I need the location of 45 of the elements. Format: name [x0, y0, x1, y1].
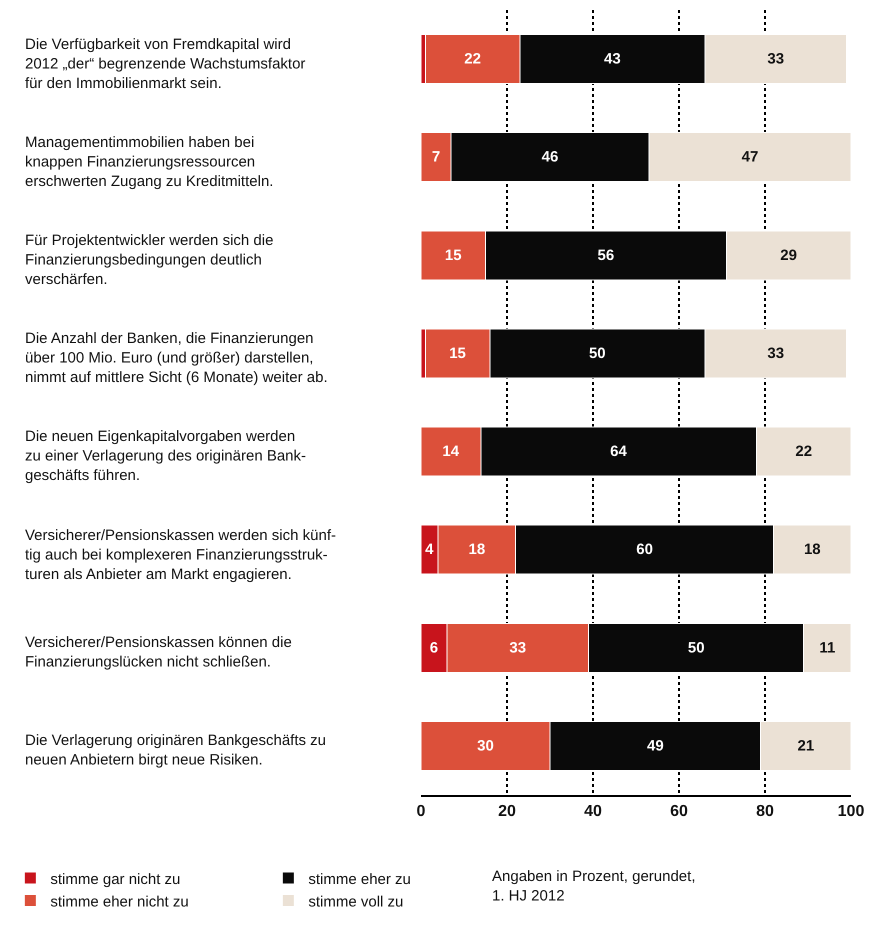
data-label: 60 — [636, 541, 653, 558]
text: Angaben in Prozent, gerundet, 1. HJ 2012 — [492, 868, 696, 904]
x-tick-label: 0 — [416, 803, 426, 820]
data-label: 50 — [588, 344, 606, 362]
data-label: 33 — [767, 344, 784, 362]
y-tick-label: Die Verfügbarkeit von Fremdkapital wird 2012 „der“ begrenzende Wachstumsfaktor für den Immobilienmarkt sein. — [25, 36, 306, 92]
data-label: 6 — [430, 639, 438, 656]
legend-label: stimme voll zu — [308, 893, 404, 910]
data-label: 30 — [477, 737, 494, 754]
data-label: 15 — [444, 246, 462, 264]
data-label: 18 — [804, 541, 821, 558]
x-tick-label: 20 — [498, 803, 516, 820]
x-tick-label: 100 — [838, 803, 864, 820]
legend-label: stimme gar nicht zu — [50, 870, 180, 888]
legend-label: stimme eher nicht zu — [50, 893, 189, 910]
y-tick-label: Versicherer/Pensionskassen können die Finanzierungslücken nicht schließen. — [25, 634, 292, 670]
data-label: 46 — [542, 148, 558, 166]
y-tick-label: Die Anzahl der Banken, die Finanzierungen über 100 Mio. Euro (und größer) darstellen, nimmt auf mittlere Sicht (6 Monate) weiter ab. — [25, 330, 328, 386]
data-label: 33 — [509, 639, 526, 656]
data-label: 50 — [688, 639, 705, 656]
data-label: 14 — [442, 443, 460, 460]
data-label: 56 — [598, 246, 614, 264]
y-tick-label: Für Projektentwickler werden sich die Finanzierungsbedingungen deutlich verschärfen. — [25, 232, 274, 288]
data-label: 11 — [819, 639, 836, 656]
data-label: 43 — [604, 50, 621, 68]
data-label: 21 — [798, 737, 814, 754]
data-label: 33 — [767, 50, 784, 68]
y-tick-label: Die neuen Eigenkapitalvorgaben werden zu einer Verlagerung des originären Bank- geschäfts führen. — [25, 428, 306, 484]
data-label: 7 — [432, 148, 440, 166]
x-tick-label: 40 — [584, 803, 602, 820]
data-label: 29 — [780, 246, 797, 264]
y-tick-label: Die Verlagerung originären Bankgeschäfts zu neuen Anbietern birgt neue Risiken. — [25, 732, 326, 768]
y-tick-label: Managementimmobilien haben bei knappen Finanzierungsressourcen erschwerten Zugang zu Kreditmitteln. — [25, 134, 274, 190]
data-label: 22 — [795, 443, 812, 460]
data-label: 64 — [610, 443, 628, 460]
data-label: 15 — [449, 344, 466, 362]
data-label: 18 — [468, 541, 486, 558]
legend-label: stimme eher zu — [308, 870, 411, 888]
data-label: 47 — [742, 148, 758, 166]
data-label: 49 — [647, 737, 664, 754]
x-tick-label: 60 — [670, 803, 688, 820]
y-tick-label: Versicherer/Pensionskassen werden sich künf- tig auch bei komplexeren Finanzierungsstruk- turen als Anbieter am Markt engagieren. — [25, 527, 336, 583]
x-tick-label: 80 — [756, 803, 774, 820]
data-label: 4 — [425, 541, 434, 558]
data-label: 22 — [464, 50, 481, 68]
